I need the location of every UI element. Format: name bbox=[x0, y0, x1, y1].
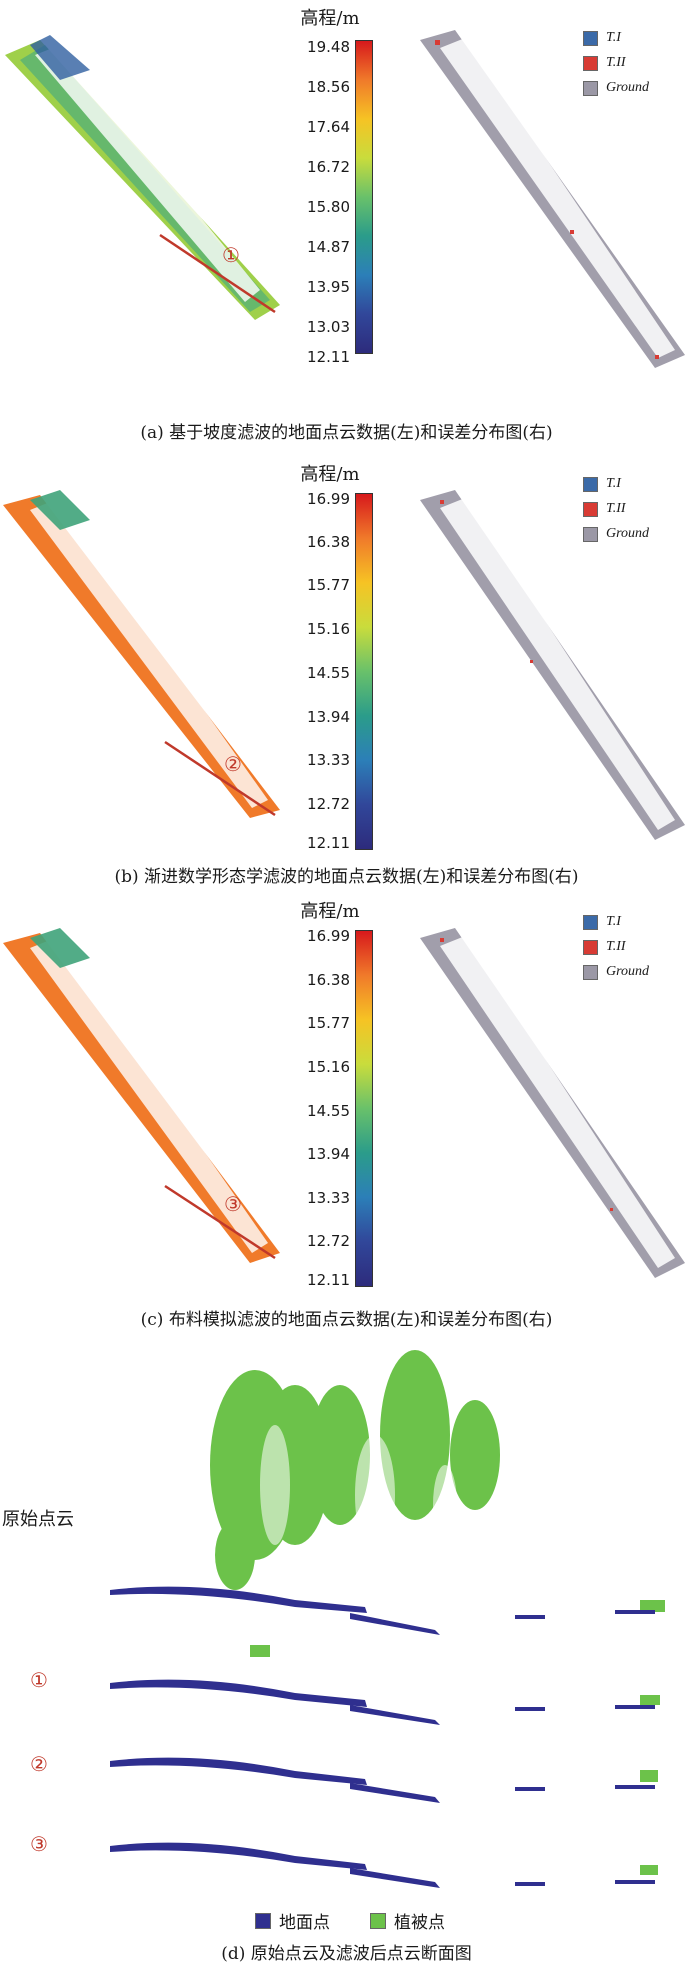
tick-label: 15.80 bbox=[307, 198, 350, 216]
error-distribution-c bbox=[420, 928, 685, 1278]
legend-veg: 植被点 bbox=[370, 1908, 445, 1933]
row-label-3: ③ bbox=[30, 1832, 48, 1856]
legend-ground: 地面点 bbox=[255, 1908, 330, 1933]
colorbar-a bbox=[355, 40, 373, 354]
tick-label: 13.95 bbox=[307, 278, 350, 296]
tick-label: 15.16 bbox=[307, 620, 350, 638]
legend-ground-label: 地面点 bbox=[279, 1913, 330, 1933]
profile-marker-b: ② bbox=[224, 752, 242, 776]
tick-label: 19.48 bbox=[307, 38, 350, 56]
legend-item-ground-b: Ground bbox=[583, 526, 649, 542]
tick-label: 15.77 bbox=[307, 576, 350, 594]
tick-label: 13.94 bbox=[307, 1145, 350, 1163]
tick-label: 16.38 bbox=[307, 971, 350, 989]
ground-point-cloud-b bbox=[3, 490, 280, 818]
section-3 bbox=[110, 1842, 658, 1888]
tick-label: 12.11 bbox=[307, 834, 350, 852]
tick-label: 13.33 bbox=[307, 1189, 350, 1207]
legend-item-ground-c: Ground bbox=[583, 964, 649, 980]
legend-label: T.I bbox=[606, 914, 621, 929]
row-label-2: ② bbox=[30, 1752, 48, 1776]
tick-label: 12.11 bbox=[307, 348, 350, 366]
t1-swatch bbox=[583, 914, 598, 930]
legend-label: T.I bbox=[606, 30, 621, 45]
colorbar-title-c: 高程/m bbox=[300, 901, 360, 922]
ground-swatch bbox=[583, 526, 598, 542]
tick-label: 15.77 bbox=[307, 1014, 350, 1032]
tick-label: 16.72 bbox=[307, 158, 350, 176]
tick-label: 14.55 bbox=[307, 664, 350, 682]
t1-swatch bbox=[583, 30, 598, 46]
t2-swatch bbox=[583, 501, 598, 517]
tick-label: 15.16 bbox=[307, 1058, 350, 1076]
row-label-1: ① bbox=[30, 1668, 48, 1692]
error-distribution-b bbox=[420, 490, 685, 840]
section-legend: 地面点 植被点 bbox=[255, 1908, 445, 1933]
colorbar-c bbox=[355, 930, 373, 1287]
legend-label: T.II bbox=[606, 55, 626, 70]
section-original bbox=[110, 1350, 665, 1635]
legend-item-t2-b: T.II bbox=[583, 501, 626, 517]
legend-item-t2-a: T.II bbox=[583, 55, 626, 71]
section-2 bbox=[110, 1757, 658, 1803]
ground-point-cloud-c bbox=[3, 928, 280, 1263]
error-distribution-a bbox=[420, 30, 685, 368]
row-label-original: 原始点云 bbox=[2, 1509, 74, 1530]
tick-label: 18.56 bbox=[307, 78, 350, 96]
t2-swatch bbox=[583, 939, 598, 955]
caption-b: (b) 渐进数学形态学滤波的地面点云数据(左)和误差分布图(右) bbox=[114, 867, 579, 887]
section-1 bbox=[110, 1645, 660, 1725]
legend-label: Ground bbox=[606, 526, 650, 541]
caption-a: (a) 基于坡度滤波的地面点云数据(左)和误差分布图(右) bbox=[140, 423, 553, 443]
tick-label: 13.03 bbox=[307, 318, 350, 336]
ground-swatch bbox=[583, 80, 598, 96]
legend-label: T.II bbox=[606, 501, 626, 516]
ground-point-swatch bbox=[255, 1912, 271, 1929]
tick-label: 12.11 bbox=[307, 1271, 350, 1289]
legend-item-ground-a: Ground bbox=[583, 80, 649, 96]
colorbar-title-b: 高程/m bbox=[300, 464, 360, 485]
legend-item-t1-c: T.I bbox=[583, 914, 621, 930]
tick-label: 17.64 bbox=[307, 118, 350, 136]
legend-item-t1-a: T.I bbox=[583, 30, 621, 46]
profile-marker-a: ① bbox=[222, 243, 240, 267]
tick-label: 16.38 bbox=[307, 533, 350, 551]
tick-label: 13.94 bbox=[307, 708, 350, 726]
legend-item-t1-b: T.I bbox=[583, 476, 621, 492]
caption-d: (d) 原始点云及滤波后点云断面图 bbox=[221, 1944, 472, 1964]
ground-swatch bbox=[583, 964, 598, 980]
tick-label: 12.72 bbox=[307, 795, 350, 813]
legend-veg-label: 植被点 bbox=[394, 1913, 445, 1933]
tick-label: 16.99 bbox=[307, 927, 350, 945]
t1-swatch bbox=[583, 476, 598, 492]
legend-label: T.II bbox=[606, 939, 626, 954]
colorbar-title-a: 高程/m bbox=[300, 8, 360, 29]
tick-label: 16.99 bbox=[307, 490, 350, 508]
tick-label: 14.55 bbox=[307, 1102, 350, 1120]
tick-label: 12.72 bbox=[307, 1232, 350, 1250]
legend-label: T.I bbox=[606, 476, 621, 491]
legend-label: Ground bbox=[606, 80, 650, 95]
ground-point-cloud-a bbox=[5, 35, 280, 320]
caption-c: (c) 布料模拟滤波的地面点云数据(左)和误差分布图(右) bbox=[140, 1310, 553, 1330]
t2-swatch bbox=[583, 55, 598, 71]
profile-marker-c: ③ bbox=[224, 1192, 242, 1216]
vegetation-point-swatch bbox=[370, 1912, 386, 1929]
legend-item-t2-c: T.II bbox=[583, 939, 626, 955]
tick-label: 13.33 bbox=[307, 751, 350, 769]
tick-label: 14.87 bbox=[307, 238, 350, 256]
colorbar-b bbox=[355, 493, 373, 850]
legend-label: Ground bbox=[606, 964, 650, 979]
